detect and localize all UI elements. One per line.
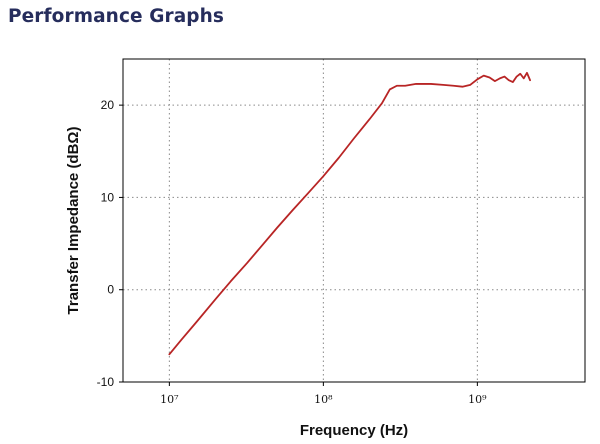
plot-frame: [122, 58, 586, 383]
x-tick-label: 10⁸: [314, 393, 333, 406]
y-tick-label: 10: [101, 190, 115, 204]
x-tick-label: 10⁷: [160, 393, 179, 406]
grid-lines: [123, 59, 585, 383]
y-axis-title: Transfer Impedance (dBΩ): [65, 127, 82, 315]
y-tick-label: 20: [101, 98, 115, 112]
section-title: Performance Graphs: [8, 6, 225, 27]
x-axis-title: Frequency (Hz): [300, 422, 408, 439]
axis-ticks: 10⁷ 10⁸ 10⁹ -10 0 10 20: [97, 98, 487, 406]
series-line-0: [168, 71, 531, 356]
x-tick-label: 10⁹: [468, 393, 487, 406]
series-layer: [168, 71, 531, 356]
y-tick-label: 0: [107, 283, 114, 297]
y-tick-label: -10: [97, 375, 115, 389]
